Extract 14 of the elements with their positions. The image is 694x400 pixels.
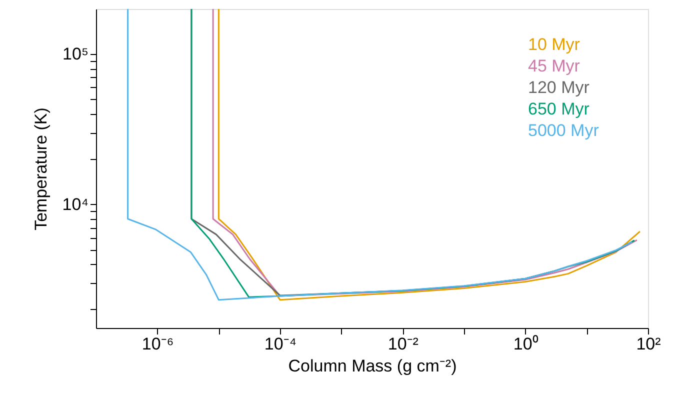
text: 120 Myr	[528, 78, 590, 97]
x-tick-label: 10⁻⁴	[264, 334, 297, 354]
text: 10 Myr	[528, 35, 580, 54]
y-axis-title: Temperature (K)	[31, 108, 50, 230]
x-tick-label: 10⁻²	[388, 334, 419, 354]
y-tick-label: 10⁵	[62, 44, 88, 64]
x-tick-label: 10⁰	[513, 334, 538, 354]
text: 45 Myr	[528, 56, 580, 76]
y-tick-label: 10⁴	[62, 194, 88, 214]
text: 5000 Myr	[528, 121, 600, 140]
x-axis-title: Column Mass (g cm⁻²)	[288, 356, 457, 376]
x-tick-label: 10²	[636, 334, 662, 354]
text: 650 Myr	[528, 100, 590, 118]
x-tick-label: 10⁻⁶	[142, 334, 174, 354]
